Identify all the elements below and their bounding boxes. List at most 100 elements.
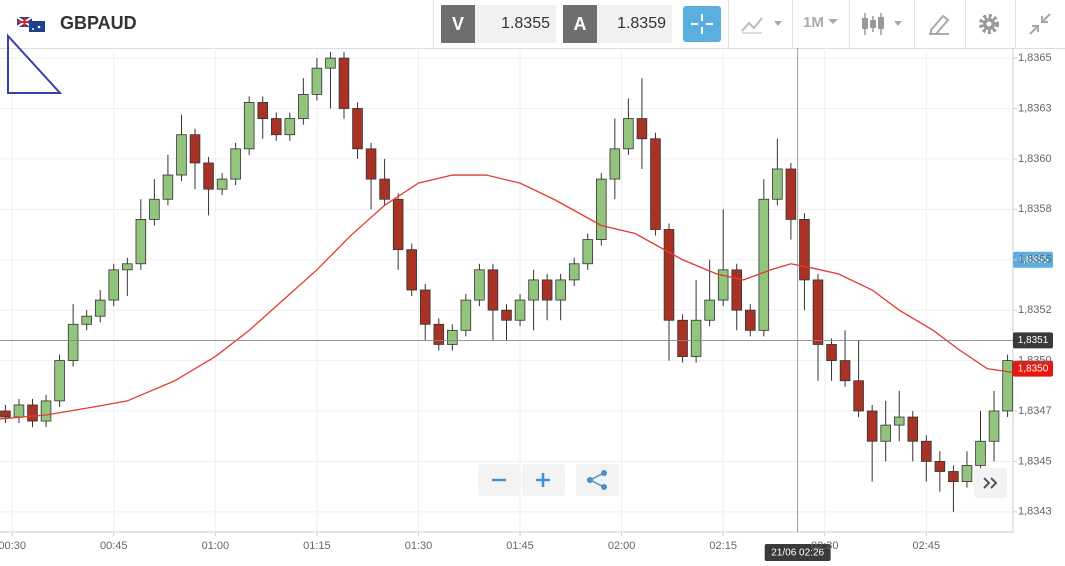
candle-body [582,239,594,265]
crosshair-price-tag-label: 1,8351 [1018,335,1049,346]
x-tick-label: 00:45 [100,540,128,552]
share-button[interactable] [576,464,619,496]
overlay: 21/06 02:26 1,8355 1,8350 1,8351 [0,48,1053,561]
candle-body [677,319,688,357]
chart-type-button[interactable] [740,13,784,35]
symbol: GBPAUD [60,13,137,33]
y-tick-label: 1,8345 [1018,455,1052,467]
separator [965,0,966,48]
x-tick-label: 02:45 [913,540,941,552]
price-tag-label: 1,8350 [1018,363,1049,374]
share-icon [587,470,607,490]
candle-body [717,269,729,301]
candle-body [270,118,282,136]
draw-button[interactable] [925,12,953,36]
candle-body [338,57,350,109]
toolbar: GBPAUD V 1.8355 A 1.8359 1M [0,0,1065,49]
bid-price[interactable]: 1.8355 [475,5,556,43]
candle-body [609,148,621,180]
candle-body [934,461,946,472]
candle-body [298,93,309,119]
candle-body [1002,360,1013,412]
separator [433,0,434,48]
y-tick-label: 1,8350 [1018,354,1052,366]
candle-body [284,118,296,136]
separator [914,0,915,48]
double-arrow-icon [983,477,998,489]
candle-body [893,416,905,426]
price-tag [1013,251,1053,268]
candle-body [162,174,174,200]
candle-body [311,67,323,95]
y-tick-label: 1,8358 [1018,203,1052,215]
separator [849,0,850,48]
candle-body [772,168,783,200]
candle-body [419,289,431,325]
candle-body [67,323,79,361]
candle-type-button[interactable] [860,11,906,37]
crosshair-price-tag [1013,332,1053,349]
separator [1015,0,1016,48]
x-tick-label: 00:30 [0,540,26,552]
bid-label[interactable]: V [441,5,475,43]
candle-body [596,178,607,240]
candle-body [704,299,715,321]
x-tick-label: 01:30 [405,540,433,552]
interval-button[interactable]: 1M [803,14,824,31]
x-tick-label: 01:15 [303,540,331,552]
candle-body [433,323,445,345]
separator [792,0,793,48]
candle-body [514,299,526,321]
drawn-triangle [7,33,63,94]
candle-body [975,440,986,466]
x-tick-label: 02:30 [811,540,839,552]
candle-body [948,471,959,482]
candle-body [149,198,160,220]
ask-price[interactable]: 1.8359 [597,5,672,43]
candle-body [176,134,187,176]
y-tick-label: 1,8365 [1018,52,1052,64]
x-tick-label: 01:00 [202,540,230,552]
candle-body [230,148,241,180]
ask-label[interactable]: A [563,5,597,43]
scroll-right-button[interactable] [974,468,1007,498]
separator [728,0,729,48]
candle-body [447,329,458,345]
x-tick-label: 02:15 [709,540,737,552]
settings-button[interactable] [977,12,1001,36]
y-tick-label: 1,8352 [1018,304,1052,316]
candle-body [392,198,404,251]
x-tick-label: 02:00 [608,540,636,552]
candle-body [108,269,120,301]
candle-body [27,404,38,422]
moving-average-line [0,174,1015,420]
crosshair-time-tag [764,544,831,561]
dropdown-arrow [828,19,838,24]
candle-body [907,416,919,442]
candle-body [474,269,485,301]
grid [0,48,1013,532]
candle-body [365,148,377,180]
candle-body [460,299,472,331]
candle-body [785,168,797,220]
candle-body [839,360,851,382]
candle-body [663,229,675,321]
candle-body [189,134,201,164]
candle-body [501,309,512,321]
crosshair-button[interactable] [683,6,721,42]
plot [0,52,1015,512]
y-tick-label: 1,8360 [1018,153,1052,165]
candle-body [866,410,878,442]
candle-body [54,360,65,402]
candle-body [528,279,539,301]
candle-body [690,319,702,357]
candle-body [541,279,553,301]
candle-body [758,198,770,331]
candle-body [379,178,390,200]
price-tag [1013,360,1053,377]
candle-body [0,410,11,418]
y-tick-label: 1,8343 [1018,506,1052,518]
shrink-button[interactable] [1028,12,1052,36]
candle-body [880,424,891,442]
